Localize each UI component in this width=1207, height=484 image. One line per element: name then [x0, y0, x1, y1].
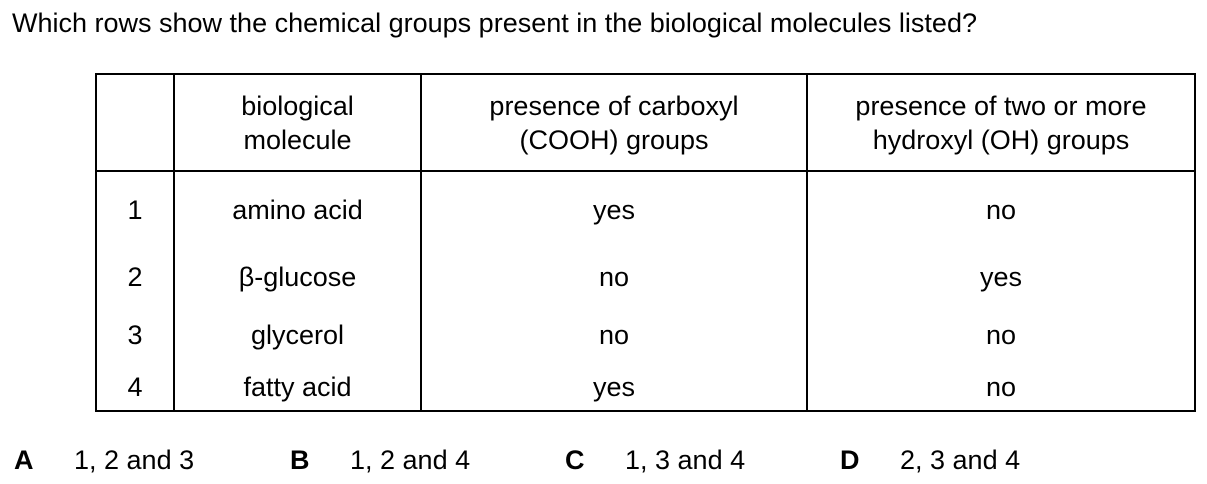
carboxyl-cell: no — [420, 306, 808, 364]
header-carboxyl: presence of carboxyl (COOH) groups — [420, 73, 808, 172]
header-line: biological — [241, 90, 354, 121]
table-row: 1 amino acid yes no — [95, 171, 1196, 248]
hydroxyl-cell: no — [806, 171, 1196, 248]
option-text: 1, 2 and 3 — [74, 445, 195, 475]
option-text: 1, 3 and 4 — [625, 445, 746, 475]
table-header-row: biological molecule presence of carboxyl… — [95, 73, 1196, 172]
header-hydroxyl: presence of two or more hydroxyl (OH) gr… — [806, 73, 1196, 172]
carboxyl-cell: yes — [420, 171, 808, 248]
molecule-cell: glycerol — [173, 306, 422, 364]
option-d[interactable]: D 2, 3 and 4 — [840, 442, 1020, 478]
row-number: 1 — [95, 171, 175, 248]
carboxyl-cell: no — [420, 248, 808, 306]
option-letter: B — [290, 445, 310, 475]
option-a[interactable]: A 1, 2 and 3 — [14, 442, 194, 478]
option-b[interactable]: B 1, 2 and 4 — [290, 442, 470, 478]
molecule-table: biological molecule presence of carboxyl… — [95, 73, 1196, 412]
header-line: (COOH) groups — [519, 124, 709, 155]
hydroxyl-cell: yes — [806, 248, 1196, 306]
hydroxyl-cell: no — [806, 306, 1196, 364]
table-row: 4 fatty acid yes no — [95, 364, 1196, 412]
table-row: 2 β-glucose no yes — [95, 248, 1196, 306]
answer-options: A 1, 2 and 3 B 1, 2 and 4 C 1, 3 and 4 D… — [0, 442, 1207, 478]
header-biological-molecule: biological molecule — [173, 73, 422, 172]
option-letter: A — [14, 445, 34, 475]
header-line: molecule — [243, 124, 352, 155]
molecule-cell: amino acid — [173, 171, 422, 248]
header-line: presence of carboxyl — [489, 90, 739, 121]
row-number: 2 — [95, 248, 175, 306]
header-line: presence of two or more — [855, 90, 1147, 121]
row-number: 4 — [95, 364, 175, 412]
row-number: 3 — [95, 306, 175, 364]
table-row: 3 glycerol no no — [95, 306, 1196, 364]
option-c[interactable]: C 1, 3 and 4 — [565, 442, 745, 478]
question-text: Which rows show the chemical groups pres… — [12, 8, 977, 38]
header-line: hydroxyl (OH) groups — [872, 124, 1130, 155]
molecule-cell: β-glucose — [173, 248, 422, 306]
molecule-cell: fatty acid — [173, 364, 422, 412]
option-text: 1, 2 and 4 — [350, 445, 471, 475]
option-letter: C — [565, 445, 585, 475]
carboxyl-cell: yes — [420, 364, 808, 412]
option-letter: D — [840, 445, 860, 475]
option-text: 2, 3 and 4 — [900, 445, 1021, 475]
header-row-number — [95, 73, 175, 172]
hydroxyl-cell: no — [806, 364, 1196, 412]
